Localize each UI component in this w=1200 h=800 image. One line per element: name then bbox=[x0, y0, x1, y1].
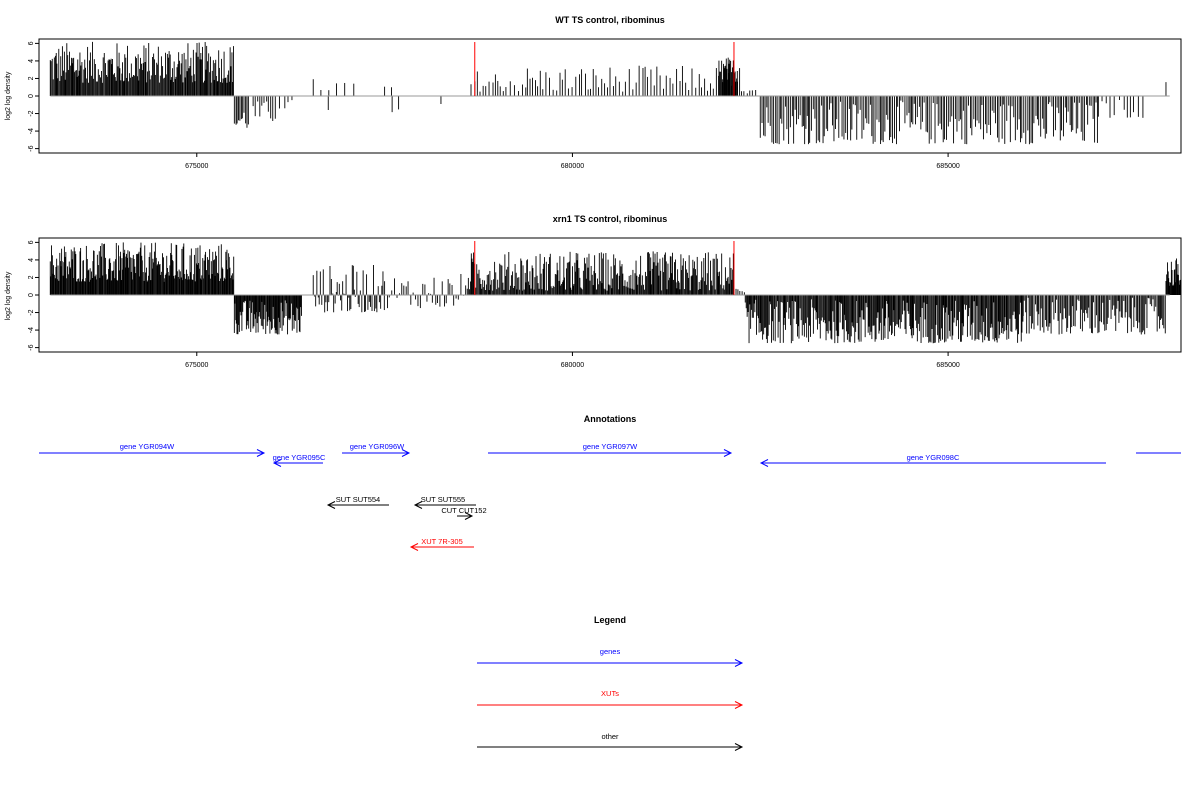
y-tick-label: -2 bbox=[28, 110, 35, 116]
annotation-arrow bbox=[272, 459, 323, 467]
xrn1-signal-panel: xrn1 TS control, ribominus log2 log dens… bbox=[5, 214, 1182, 369]
y-tick-label: -6 bbox=[28, 344, 35, 350]
x-tick-label: 675000 bbox=[185, 163, 208, 170]
annotation-label: gene YGR097W bbox=[583, 442, 638, 451]
annotation-arrow bbox=[39, 449, 266, 457]
wt-signal-panel: WT TS control, ribominus log2 log densit… bbox=[5, 15, 1182, 170]
annotation-label: SUT SUT555 bbox=[421, 495, 465, 504]
legend: Legend genes XUTs other bbox=[477, 615, 744, 751]
y-tick-label: 2 bbox=[28, 76, 35, 80]
annotation-label: gene YGR094W bbox=[120, 442, 175, 451]
annotation-arrow bbox=[326, 501, 389, 509]
y-tick-label: 4 bbox=[28, 258, 35, 262]
y-tick-label: 4 bbox=[28, 59, 35, 63]
xrn1-marker-lines bbox=[474, 241, 735, 295]
annotation-label: SUT SUT554 bbox=[336, 495, 380, 504]
annotation-arrow bbox=[409, 543, 474, 551]
annotation-arrow bbox=[457, 512, 474, 520]
y-tick-label: 0 bbox=[28, 94, 35, 98]
wt-signal-bars bbox=[49, 41, 1167, 145]
legend-label: XUTs bbox=[601, 689, 619, 698]
legend-arrow bbox=[477, 701, 744, 709]
wt-panel-title: WT TS control, ribominus bbox=[555, 15, 665, 25]
x-tick-label: 680000 bbox=[561, 163, 584, 170]
annotation-label: XUT 7R-305 bbox=[421, 537, 463, 546]
legend-title: Legend bbox=[594, 615, 626, 625]
annotation-arrow bbox=[488, 449, 733, 457]
annotation-arrow bbox=[342, 449, 411, 457]
legend-label: other bbox=[601, 732, 619, 741]
annotation-label: gene YGR096W bbox=[350, 442, 405, 451]
wt-marker-lines bbox=[474, 42, 735, 96]
y-tick-label: -6 bbox=[28, 145, 35, 151]
xrn1-signal-bars bbox=[49, 242, 1181, 344]
xrn1-y-axis: -6 -4 -2 0 2 4 6 bbox=[28, 240, 39, 351]
annotation-label: gene YGR098C bbox=[907, 453, 960, 462]
x-tick-label: 685000 bbox=[936, 163, 959, 170]
wt-x-axis: 675000 680000 685000 bbox=[185, 153, 960, 170]
legend-arrow bbox=[477, 659, 744, 667]
legend-label: genes bbox=[600, 647, 621, 656]
xrn1-x-axis: 675000 680000 685000 bbox=[185, 352, 960, 369]
xrn1-panel-title: xrn1 TS control, ribominus bbox=[553, 214, 668, 224]
y-tick-label: -4 bbox=[28, 128, 35, 134]
y-tick-label: 6 bbox=[28, 240, 35, 244]
annotation-label: gene YGR095C bbox=[273, 453, 326, 462]
y-tick-label: 6 bbox=[28, 41, 35, 45]
xrn1-y-axis-label: log2 log density bbox=[5, 271, 12, 320]
annotation-arrow bbox=[413, 501, 476, 509]
y-tick-label: 2 bbox=[28, 275, 35, 279]
legend-entries: genes XUTs other bbox=[477, 647, 744, 751]
y-tick-label: 0 bbox=[28, 293, 35, 297]
y-tick-label: -2 bbox=[28, 309, 35, 315]
x-tick-label: 680000 bbox=[561, 362, 584, 369]
y-tick-label: -4 bbox=[28, 327, 35, 333]
x-tick-label: 685000 bbox=[936, 362, 959, 369]
x-tick-label: 675000 bbox=[185, 362, 208, 369]
annotations-title: Annotations bbox=[584, 414, 637, 424]
annotation-label: CUT CUT152 bbox=[441, 506, 486, 515]
annotation-arrows: gene YGR094W gene YGR095C gene YGR096W gene… bbox=[39, 442, 1181, 551]
annotation-arrow bbox=[759, 459, 1106, 467]
wt-y-axis-label: log2 log density bbox=[5, 71, 12, 120]
legend-arrow bbox=[477, 743, 744, 751]
wt-y-axis: -6 -4 -2 0 2 4 6 bbox=[28, 41, 39, 152]
